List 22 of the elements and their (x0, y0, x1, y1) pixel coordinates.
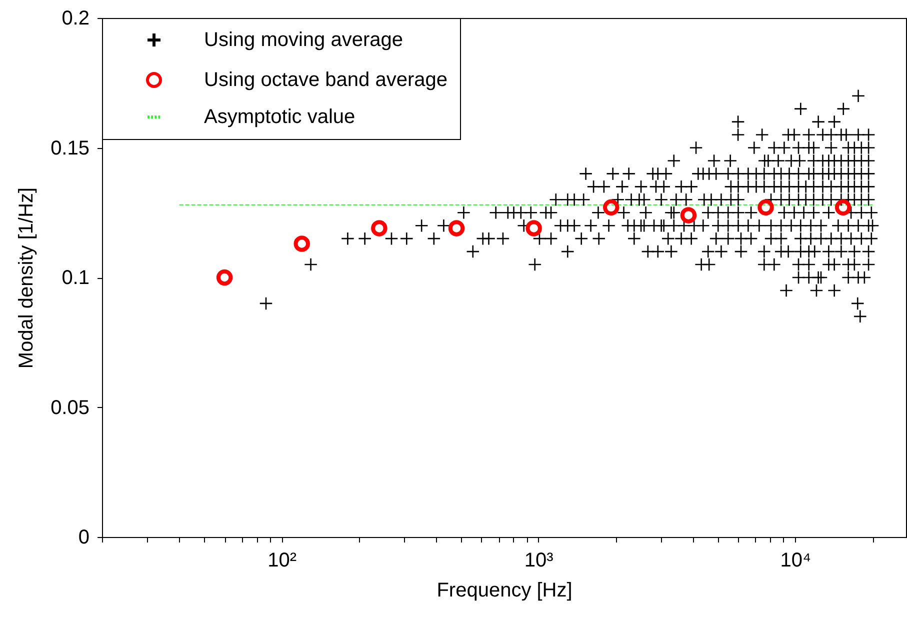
point (603, 199, 620, 216)
y-tick-label: 0.05 (50, 396, 90, 419)
point (294, 236, 310, 252)
point (371, 220, 388, 236)
point (526, 220, 542, 236)
point (834, 199, 852, 216)
y-tick-label: 0 (78, 526, 90, 548)
y-tick-label: 0.2 (62, 8, 90, 30)
legend-label: Using octave band average (204, 69, 448, 91)
point (758, 199, 774, 216)
y-tick-label: 0.1 (62, 267, 90, 289)
point (680, 207, 697, 224)
x-tick-label: 10³ (524, 550, 554, 572)
x-tick-label: 10² (268, 550, 297, 572)
point (216, 269, 233, 286)
y-tick-label: 0.15 (50, 137, 90, 160)
legend-label: Using moving average (204, 29, 403, 51)
point (448, 220, 465, 236)
x-tick-label: 10⁴ (780, 550, 812, 572)
x-axis-title: Frequency [Hz] (436, 580, 572, 602)
y-axis-title: Modal density [1/Hz] (16, 187, 38, 369)
legend-label: Asymptotic value (204, 106, 356, 128)
